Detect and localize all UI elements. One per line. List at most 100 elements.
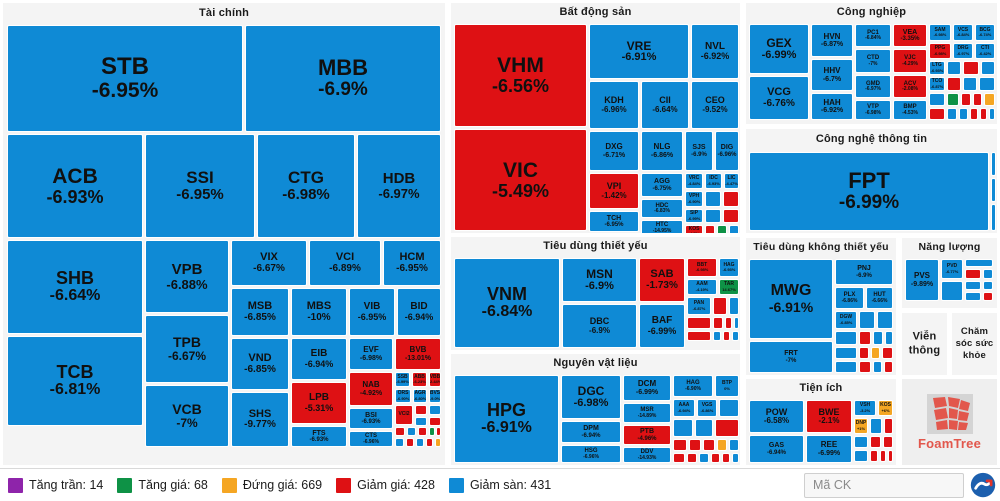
tile[interactable] xyxy=(991,204,996,231)
treemap-canvas[interactable]: Tài chính STB -6.95% MBB -6.9% ACB -6.93% SSI -6… xyxy=(0,0,1000,468)
tile[interactable] xyxy=(947,108,957,120)
tile-fpt[interactable]: FPT -6.99% xyxy=(749,152,989,231)
tile-fts[interactable]: FTS -6.93% xyxy=(291,426,347,447)
tile[interactable] xyxy=(877,311,893,329)
tile[interactable] xyxy=(732,331,739,341)
tile-htc[interactable]: HTC -14.95% xyxy=(641,220,683,233)
tile[interactable] xyxy=(407,427,416,436)
tile-drg[interactable]: DRG -6.97% xyxy=(953,43,973,59)
tile-vgs[interactable]: VGS -6.86% xyxy=(697,399,717,417)
tile[interactable] xyxy=(885,331,893,345)
tile[interactable] xyxy=(859,361,871,373)
tile[interactable] xyxy=(882,347,893,359)
tile[interactable] xyxy=(859,347,869,359)
tile[interactable] xyxy=(705,209,721,223)
tile-mbb[interactable]: MBB -6.9% xyxy=(245,25,441,132)
tile[interactable] xyxy=(687,453,697,463)
tile-hut[interactable]: HUT -6.66% xyxy=(866,287,893,309)
tile-vrc[interactable]: VRC -4.84% xyxy=(685,173,703,189)
tile-bbt[interactable]: BBT -6.98% xyxy=(687,258,717,277)
tile[interactable] xyxy=(418,427,427,436)
tile-shs[interactable]: SHS -9.77% xyxy=(231,392,289,447)
tile[interactable] xyxy=(673,439,687,451)
tile[interactable] xyxy=(835,331,857,345)
tile-ssi[interactable]: SSI -6.95% xyxy=(145,134,255,238)
tile-hag[interactable]: HAG -6.93% xyxy=(719,258,739,277)
tile[interactable] xyxy=(929,93,945,106)
tile[interactable] xyxy=(929,108,945,120)
tile-ceo[interactable]: CEO -9.52% xyxy=(691,81,739,129)
tile-mbs[interactable]: MBS -10% xyxy=(291,288,347,336)
tile-dcm[interactable]: DCM -6.99% xyxy=(623,375,671,401)
tile[interactable] xyxy=(989,108,995,120)
tile-pvd[interactable]: PVD -6.77% xyxy=(941,259,963,279)
tile-vjc[interactable]: VJC -4.29% xyxy=(893,49,927,73)
tile-tpb[interactable]: TPB -6.67% xyxy=(145,315,229,383)
tile[interactable] xyxy=(959,108,968,120)
tile[interactable] xyxy=(713,297,727,315)
tile-aaa[interactable]: AAA -6.94% xyxy=(673,399,695,417)
tile[interactable] xyxy=(981,61,995,75)
sector-nguyen-vat-lieu[interactable]: Nguyên vật liệu HPG -6.91% DGC -6.98% DPM -6.9… xyxy=(450,353,741,466)
tile-ppg[interactable]: PPG -6.98% xyxy=(929,43,951,59)
tile[interactable] xyxy=(884,361,893,373)
tile[interactable] xyxy=(871,347,880,359)
tile-lpb[interactable]: LPB -5.31% xyxy=(291,382,347,424)
tile[interactable] xyxy=(941,281,963,301)
tile[interactable] xyxy=(880,450,886,462)
tile-evf[interactable]: EVF -6.98% xyxy=(349,338,393,370)
tile-cti[interactable]: CTI -6.42% xyxy=(975,43,995,59)
tile-pc1[interactable]: PC1 -6.84% xyxy=(855,24,891,47)
tile[interactable] xyxy=(961,93,971,106)
tile[interactable] xyxy=(723,191,739,207)
tile-hhv[interactable]: HHV -6.7% xyxy=(811,59,853,91)
tile[interactable] xyxy=(963,61,979,75)
tile[interactable] xyxy=(854,436,868,448)
tile-plx[interactable]: PLX -6.86% xyxy=(835,287,864,309)
tile-hah[interactable]: HAH -6.92% xyxy=(811,93,853,120)
tile-msr[interactable]: MSR -14.89% xyxy=(623,403,671,423)
tile[interactable] xyxy=(429,405,441,415)
tile[interactable] xyxy=(963,77,977,91)
tile[interactable] xyxy=(415,405,427,415)
tile-pan[interactable]: PAN -6.87% xyxy=(687,297,711,315)
tile[interactable] xyxy=(970,108,978,120)
sector-tien-ich[interactable]: Tiện ích POW -6.58% GAS -6.94% BWE -2.1% REE -6.… xyxy=(745,378,897,466)
tile-msb[interactable]: MSB -6.85% xyxy=(231,288,289,336)
tile[interactable] xyxy=(711,453,720,463)
tile-vib[interactable]: VIB -6.95% xyxy=(349,288,395,336)
legend-item-ceiling[interactable]: Tăng trần: 14 xyxy=(8,477,103,493)
tile-ltg[interactable]: LTG -6.93% xyxy=(929,61,945,75)
sector-cong-nghe-thong-tin[interactable]: Công nghệ thông tin FPT -6.99% xyxy=(745,128,998,234)
legend-item-floor[interactable]: Giảm sàn: 431 xyxy=(448,477,551,493)
tile[interactable] xyxy=(395,427,405,436)
tile[interactable] xyxy=(673,453,685,463)
tile-agg[interactable]: AGG -6.75% xyxy=(641,173,683,197)
tile[interactable] xyxy=(426,438,433,447)
tile[interactable] xyxy=(406,438,414,447)
tile-vpb[interactable]: VPB -6.88% xyxy=(145,240,229,313)
sector-cham-soc-suc-khoe[interactable]: Chăm sóc sức khỏe xyxy=(951,312,998,376)
tile-hdb[interactable]: HDB -6.97% xyxy=(357,134,441,238)
tile-frt[interactable]: FRT -7% xyxy=(749,341,833,373)
tile-aam[interactable]: AAM -4.19% xyxy=(687,279,717,295)
tile-mwg[interactable]: MWG -6.91% xyxy=(749,259,833,339)
legend-item-reference[interactable]: Đứng giá: 669 xyxy=(221,477,322,493)
tile-hpg[interactable]: HPG -6.91% xyxy=(454,375,559,463)
tile[interactable] xyxy=(722,453,730,463)
tile[interactable] xyxy=(703,439,715,451)
tile-kos[interactable]: KOS +6% xyxy=(878,400,893,416)
tile-hdc[interactable]: HDC -6.83% xyxy=(641,199,683,218)
tile-vic[interactable]: VIC -5.49% xyxy=(454,129,587,231)
tile[interactable] xyxy=(695,419,713,437)
tile-dxg[interactable]: DXG -6.71% xyxy=(589,131,639,171)
tile-msn[interactable]: MSN -6.9% xyxy=(562,258,637,302)
tile-ctd[interactable]: CTD -7% xyxy=(855,49,891,73)
tile-pnj[interactable]: PNJ -6.9% xyxy=(835,259,893,285)
tile-vnm[interactable]: VNM -6.84% xyxy=(454,258,560,348)
tile-nvl[interactable]: NVL -6.92% xyxy=(691,24,739,79)
tile-btp[interactable]: BTP 0% xyxy=(715,375,739,397)
tile[interactable] xyxy=(429,427,435,436)
tile[interactable] xyxy=(673,419,693,437)
tile-sip[interactable]: SIP -6.99% xyxy=(685,209,703,223)
